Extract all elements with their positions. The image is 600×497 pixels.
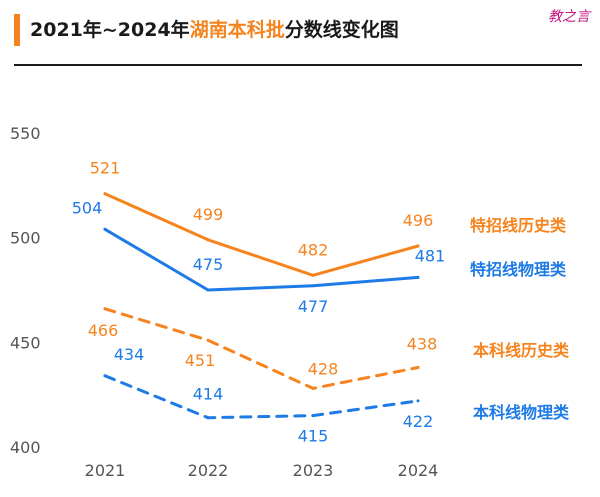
data-label: 477: [298, 297, 329, 316]
page-title: 2021年~2024年湖南本科批分数线变化图: [30, 14, 399, 46]
series-label: 特招线历史类: [470, 216, 567, 235]
data-point: [311, 273, 315, 277]
data-label: 504: [72, 198, 103, 217]
data-point: [206, 416, 210, 420]
data-label: 422: [403, 412, 434, 431]
data-point: [103, 307, 107, 311]
data-point: [416, 399, 420, 403]
title-divider: [14, 64, 582, 66]
title-highlight: 湖南本科批: [189, 19, 285, 41]
data-label: 499: [193, 205, 224, 224]
data-label: 521: [90, 159, 121, 178]
x-tick-label: 2023: [293, 461, 334, 480]
y-tick-label: 550: [10, 124, 41, 143]
title-prefix: 2021年~2024年: [30, 19, 190, 41]
series-label: 本科线历史类: [473, 341, 570, 360]
data-point: [311, 386, 315, 390]
data-label: 434: [114, 345, 145, 364]
series-label: 本科线物理类: [473, 403, 570, 422]
data-label: 415: [298, 427, 329, 446]
data-label: 482: [298, 240, 329, 259]
data-label: 428: [308, 359, 339, 378]
data-label: 451: [185, 351, 216, 370]
y-tick-label: 400: [10, 438, 41, 457]
x-tick-label: 2024: [398, 461, 439, 480]
data-label: 438: [407, 334, 438, 353]
series-line-1: [103, 192, 420, 277]
data-label: 466: [88, 321, 119, 340]
data-point: [103, 227, 107, 231]
data-label: 414: [193, 385, 224, 404]
title-suffix: 分数线变化图: [284, 19, 399, 41]
series-label: 特招线物理类: [470, 260, 567, 279]
data-point: [103, 374, 107, 378]
data-point: [103, 192, 107, 196]
data-point: [311, 414, 315, 418]
data-point: [416, 244, 420, 248]
data-point: [206, 288, 210, 292]
data-label: 496: [403, 211, 434, 230]
series-line-3: [103, 307, 420, 390]
data-label: 475: [193, 255, 224, 274]
x-tick-label: 2022: [188, 461, 229, 480]
y-tick-label: 500: [10, 229, 41, 248]
watermark: 教之言: [548, 9, 590, 25]
series-line-4: [103, 374, 420, 420]
data-point: [416, 366, 420, 369]
y-tick-label: 450: [10, 333, 41, 352]
data-label: 481: [415, 246, 446, 265]
x-tick-label: 2021: [85, 461, 126, 480]
title-accent-bar: [14, 14, 20, 46]
series-line-2: [103, 227, 420, 292]
data-point: [206, 238, 210, 242]
data-point: [206, 338, 210, 342]
data-point: [311, 284, 315, 288]
data-point: [416, 275, 420, 279]
